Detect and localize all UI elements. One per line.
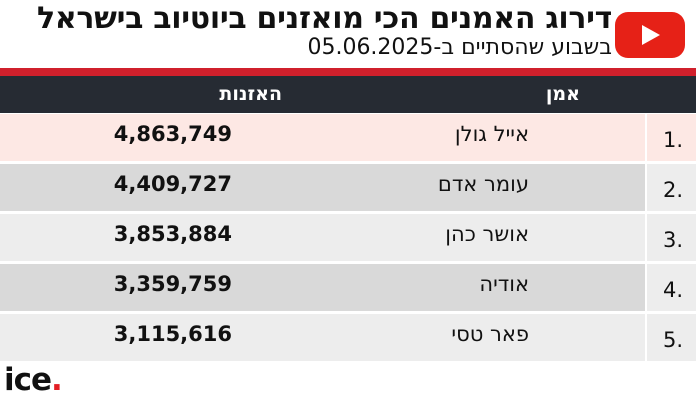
listens-count: 4,409,727: [113, 172, 232, 196]
rank-number: 2.: [663, 178, 684, 202]
table-row: אודיה 3,359,759 4.: [0, 264, 696, 311]
row-main-cell: אודיה 3,359,759: [0, 264, 645, 311]
artist-name: עומר אדם: [437, 172, 529, 196]
listens-count: 3,115,616: [113, 322, 232, 346]
artist-name: אודיה: [479, 272, 529, 296]
rank-number: 4.: [663, 278, 684, 302]
accent-divider: [0, 68, 696, 76]
header: דירוג האמנים הכי מואזנים ביוטיוב בישראל …: [0, 0, 696, 68]
artist-name: אייל גולן: [454, 122, 529, 146]
table-row: אושר כהן 3,853,884 3.: [0, 214, 696, 261]
row-rank-cell: [647, 314, 696, 361]
table-row: עומר אדם 4,409,727 2.: [0, 164, 696, 211]
column-header-artist: אמן: [545, 83, 580, 105]
row-main-cell: עומר אדם 4,409,727: [0, 164, 645, 211]
table-header: אמן האזנות: [0, 76, 696, 113]
play-icon: [642, 25, 660, 45]
row-rank-cell: [647, 114, 696, 161]
artist-name: אושר כהן: [445, 222, 529, 246]
row-main-cell: אושר כהן 3,853,884: [0, 214, 645, 261]
artist-name: פאר טסי: [451, 322, 529, 346]
table-row: אייל גולן 4,863,749 1.: [0, 114, 696, 161]
row-rank-cell: [647, 214, 696, 261]
listens-count: 3,359,759: [113, 272, 232, 296]
row-rank-cell: [647, 164, 696, 211]
rank-number: 3.: [663, 228, 684, 252]
ice-logo: ice.: [4, 362, 63, 398]
listens-count: 4,863,749: [113, 122, 232, 146]
ice-logo-dot: .: [51, 362, 63, 398]
page-title: דירוג האמנים הכי מואזנים ביוטיוב בישראל: [37, 1, 612, 36]
column-header-listens: האזנות: [219, 83, 282, 105]
rank-number: 5.: [663, 328, 684, 352]
page-subtitle: בשבוע שהסתיים ב-05.06.2025: [307, 35, 612, 60]
ice-logo-text: ice: [4, 362, 52, 398]
rank-number: 1.: [663, 128, 684, 152]
row-main-cell: אייל גולן 4,863,749: [0, 114, 645, 161]
listens-count: 3,853,884: [113, 222, 232, 246]
table-row: פאר טסי 3,115,616 5.: [0, 314, 696, 361]
row-main-cell: פאר טסי 3,115,616: [0, 314, 645, 361]
youtube-icon: [615, 12, 685, 58]
row-rank-cell: [647, 264, 696, 311]
